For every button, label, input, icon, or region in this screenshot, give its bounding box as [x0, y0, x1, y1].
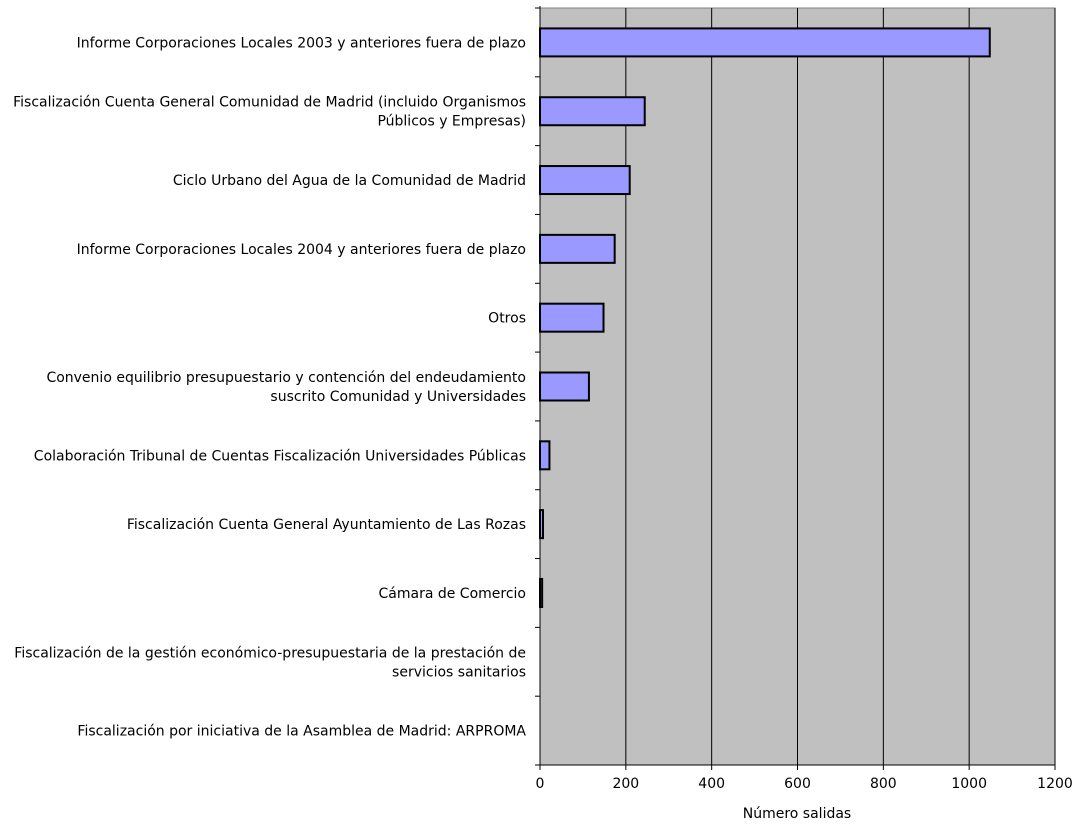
- category-label: Informe Corporaciones Locales 2004 y ant…: [77, 242, 526, 258]
- category-label: Convenio equilibrio presupuestario y con…: [46, 370, 526, 386]
- category-label: Fiscalización de la gestión económico-pr…: [14, 645, 526, 661]
- category-label: Fiscalización Cuenta General Ayuntamient…: [127, 517, 526, 533]
- x-tick-label: 800: [870, 776, 897, 792]
- category-label: servicios sanitarios: [392, 664, 526, 680]
- category-label: Fiscalización por iniciativa de la Asamb…: [77, 724, 526, 740]
- bar: [539, 96, 646, 127]
- x-tick-label: 1000: [951, 776, 987, 792]
- category-label: Otros: [488, 311, 526, 327]
- category-label: Colaboración Tribunal de Cuentas Fiscali…: [34, 448, 526, 464]
- bar: [539, 302, 605, 333]
- category-label: Cámara de Comercio: [379, 586, 527, 602]
- bar: [539, 165, 631, 196]
- category-label: suscrito Comunidad y Universidades: [270, 389, 526, 405]
- bar: [539, 440, 551, 471]
- bar: [539, 233, 616, 264]
- bar: [539, 27, 991, 58]
- x-tick-label: 600: [784, 776, 811, 792]
- category-label: Fiscalización Cuenta General Comunidad d…: [13, 95, 526, 111]
- category-label: Públicos y Empresas): [377, 114, 526, 130]
- category-label: Ciclo Urbano del Agua de la Comunidad de…: [173, 173, 526, 189]
- category-label: Informe Corporaciones Locales 2003 y ant…: [77, 35, 526, 51]
- category-labels: Informe Corporaciones Locales 2003 y ant…: [13, 35, 526, 739]
- x-tick-label: 200: [612, 776, 639, 792]
- x-axis-title: Número salidas: [743, 806, 851, 822]
- x-tick-label: 400: [698, 776, 725, 792]
- bar: [539, 371, 590, 402]
- axes: 0 200 400 600 800 1000 1200: [535, 6, 1073, 792]
- x-tick-label: 0: [536, 776, 545, 792]
- gridlines: [625, 8, 1056, 765]
- x-tick-label: 1200: [1037, 776, 1073, 792]
